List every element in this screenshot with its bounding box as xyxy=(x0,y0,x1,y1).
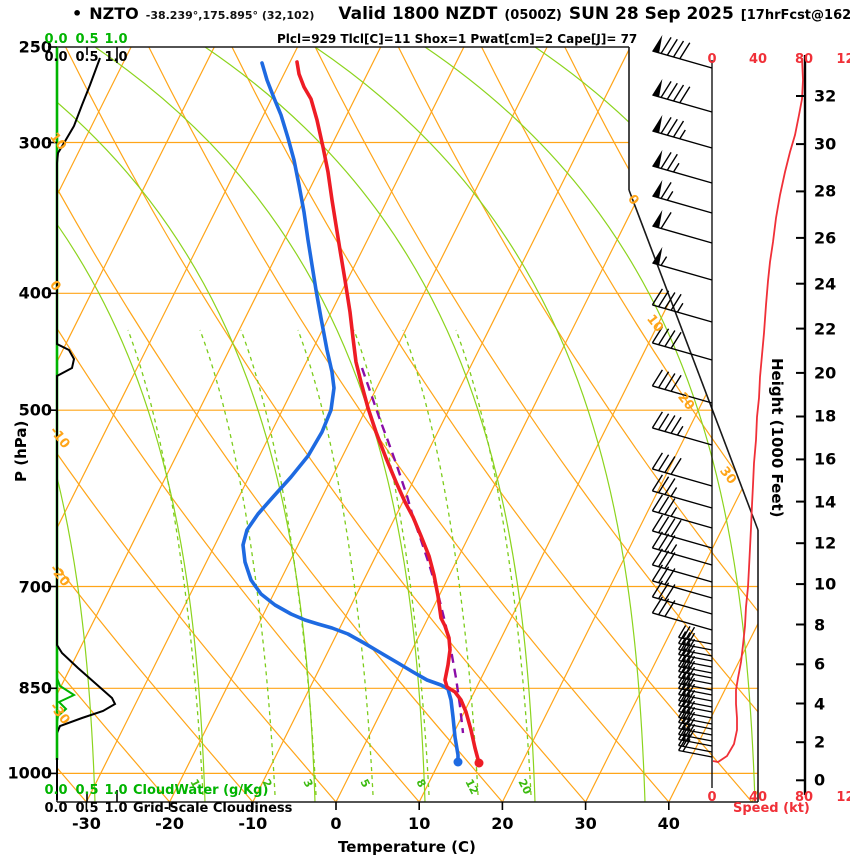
cloudiness-scale-title: Grid-Scale Cloudiness xyxy=(133,801,293,816)
cloudiness-scale-bottom: 0.0 xyxy=(44,801,68,816)
station-id: NZTO xyxy=(89,4,139,23)
valid-date: SUN 28 Sep 2025 xyxy=(568,4,734,24)
height-tick-label: 14 xyxy=(814,492,837,512)
cloudwater-scale-bottom: 1.0 xyxy=(104,783,128,798)
pressure-tick-label: 250 xyxy=(18,37,52,57)
cloudiness-scale-bottom: 1.0 xyxy=(104,801,128,816)
pressure-tick-label: 500 xyxy=(18,400,52,420)
pressure-tick-label: 1000 xyxy=(7,763,52,783)
temperature-tick-label: -30 xyxy=(71,814,101,833)
cloudwater-scale-top: 0.5 xyxy=(75,32,99,47)
cloudwater-scale-bottom: 0.0 xyxy=(44,783,68,798)
height-tick-label: 28 xyxy=(814,181,837,201)
cloudiness-scale-top: 0.5 xyxy=(75,50,99,65)
height-tick-label: 30 xyxy=(814,134,837,154)
cloudwater-scale-top: 0.0 xyxy=(44,32,68,47)
height-tick-label: 32 xyxy=(814,86,837,106)
pressure-axis-title: P (hPa) xyxy=(12,420,30,482)
height-tick-label: 18 xyxy=(814,406,837,426)
pressure-tick-label: 700 xyxy=(18,577,52,597)
temperature-tick-label: 30 xyxy=(574,814,597,833)
height-tick-label: 2 xyxy=(814,732,826,752)
height-tick-label: 6 xyxy=(814,654,826,674)
forecast-ref: [17hrFcst@1628z] xyxy=(740,8,850,23)
cloudiness-scale-top: 1.0 xyxy=(104,50,128,65)
height-tick-label: 0 xyxy=(814,770,826,790)
height-tick-label: 10 xyxy=(814,574,837,594)
speed-tick-label-bottom: 120 xyxy=(836,790,850,805)
cloudiness-scale-bottom: 0.5 xyxy=(75,801,99,816)
temperature-tick-label: 0 xyxy=(330,814,342,833)
speed-tick-label-bottom: 0 xyxy=(707,790,717,805)
cloudiness-scale-top: 0.0 xyxy=(44,50,68,65)
temperature-tick-label: -10 xyxy=(238,814,268,833)
temperature-tick-label: -20 xyxy=(155,814,185,833)
height-tick-label: 16 xyxy=(814,449,837,469)
valid-zulu: (0500Z) xyxy=(504,8,562,23)
pressure-tick-label: 850 xyxy=(18,678,52,698)
temperature-tick-label: 20 xyxy=(491,814,514,833)
pressure-tick-label: 300 xyxy=(18,133,52,153)
station-bullet-icon: • xyxy=(72,4,83,23)
valid-time: Valid 1800 NZDT xyxy=(338,4,498,24)
header-row: • NZTO -38.239°,175.895° (32,102) Valid … xyxy=(72,4,850,24)
height-tick-label: 8 xyxy=(814,615,826,634)
height-tick-label: 24 xyxy=(814,274,837,294)
temperature-tick-label: 40 xyxy=(657,814,680,833)
speed-tick-label-bottom: 80 xyxy=(794,790,814,805)
speed-tick-label-bottom: 40 xyxy=(748,790,768,805)
speed-axis-title: Speed (kt) xyxy=(733,801,810,816)
sounding-params: Plcl=929 Tlcl[C]=11 Shox=1 Pwat[cm]=2 Ca… xyxy=(277,32,638,46)
temperature-axis-title: Temperature (C) xyxy=(338,838,476,856)
station-coords: -38.239°,175.895° (32,102) xyxy=(145,9,315,22)
cloudwater-scale-top: 1.0 xyxy=(104,32,128,47)
height-tick-label: 20 xyxy=(814,363,837,383)
speed-tick-label-top: 120 xyxy=(836,52,850,67)
speed-tick-label-top: 80 xyxy=(794,52,814,67)
height-tick-label: 12 xyxy=(814,533,837,553)
pressure-tick-label: 400 xyxy=(18,283,52,303)
height-tick-label: 22 xyxy=(814,319,837,339)
temperature-tick-label: 10 xyxy=(408,814,431,833)
speed-tick-label-top: 40 xyxy=(748,52,768,67)
cloudwater-scale-bottom: 0.5 xyxy=(75,783,99,798)
speed-tick-label-top: 0 xyxy=(707,52,717,67)
height-tick-label: 26 xyxy=(814,228,837,248)
height-tick-label: 4 xyxy=(814,694,826,713)
cloudwater-scale-title: CloudWater (g/Kg) xyxy=(133,783,269,798)
height-axis-title: Height (1000 Feet) xyxy=(768,358,786,518)
